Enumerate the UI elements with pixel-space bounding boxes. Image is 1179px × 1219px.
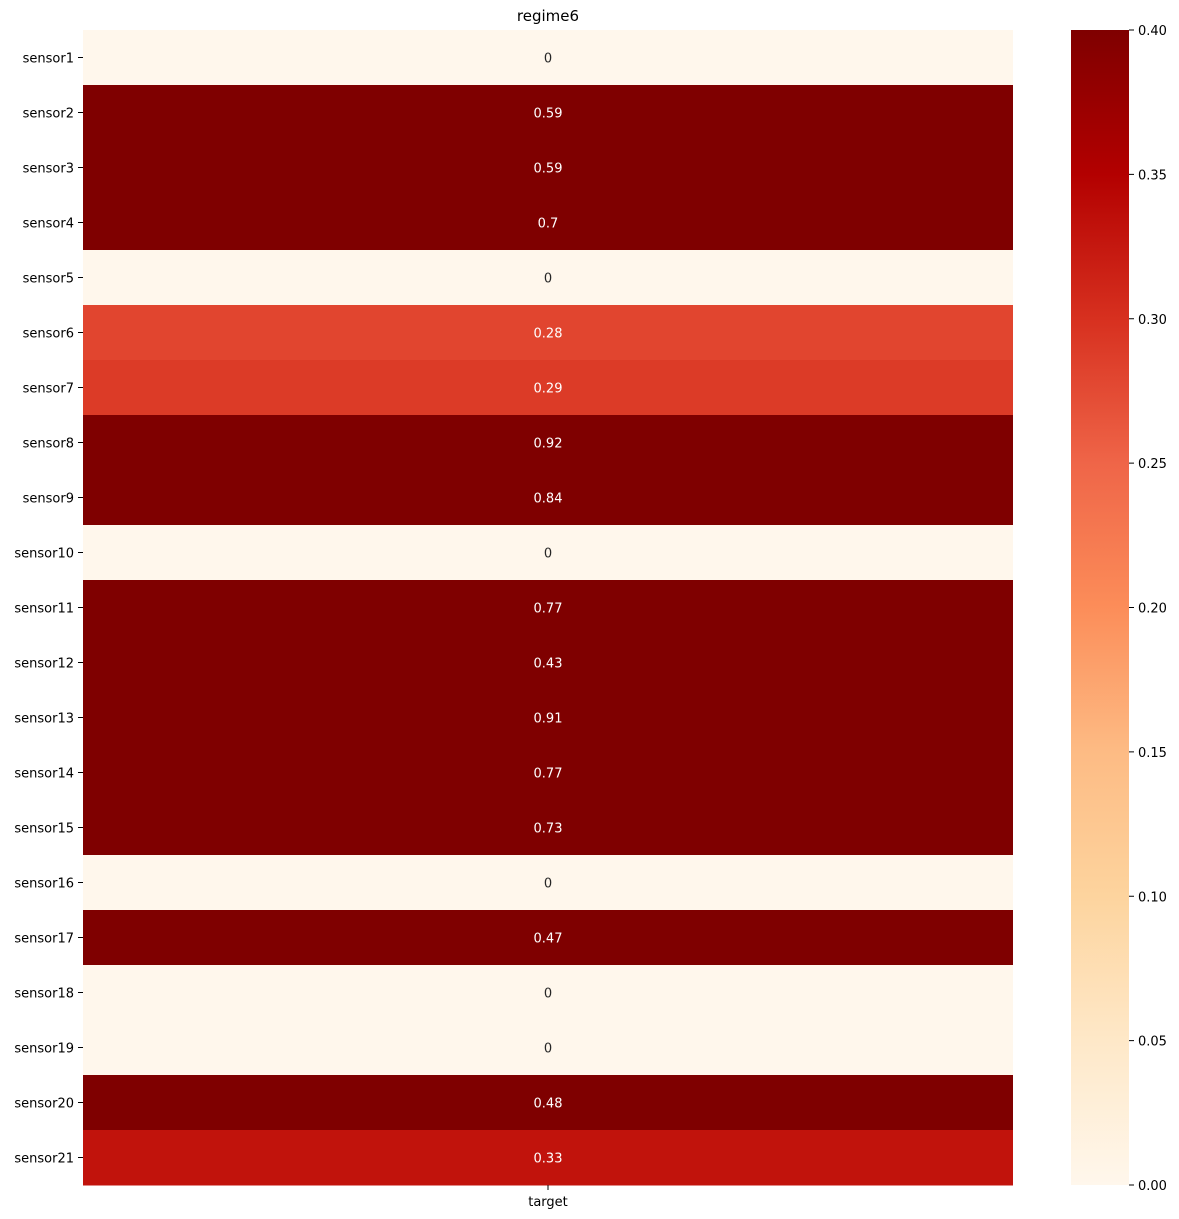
cell-value-label: 0 — [544, 272, 552, 287]
cell-value-label: 0.77 — [534, 767, 563, 782]
heatmap-cell — [83, 690, 1013, 746]
row-tick-label: sensor4 — [23, 217, 74, 232]
colorbar-gradient — [1071, 30, 1129, 1185]
heatmap-cell — [83, 415, 1013, 471]
row-tick-label: sensor18 — [14, 987, 74, 1002]
row-tick-label: sensor8 — [23, 437, 74, 452]
column-tick-label: target — [528, 1195, 568, 1210]
row-tick-label: sensor12 — [14, 657, 74, 672]
row-tick-label: sensor11 — [14, 602, 74, 617]
heatmap-cell — [83, 910, 1013, 966]
heatmap-cells: 0 0.59 0.59 0.7 0 0.28 0.29 0.92 0.84 0 0.77 0.43 0.… — [83, 30, 1013, 1186]
heatmap-cell — [83, 305, 1013, 361]
row-tick-label: sensor6 — [23, 327, 74, 342]
colorbar: 0.00 0.05 0.10 0.15 0.20 0.25 0.30 0.35 0.40 — [1071, 24, 1167, 1194]
colorbar-tick-label: 0.00 — [1138, 1179, 1167, 1194]
heatmap-cell — [83, 745, 1013, 801]
heatmap-cell — [83, 85, 1013, 141]
heatmap-cell — [83, 140, 1013, 196]
row-tick-label: sensor10 — [14, 547, 74, 562]
row-tick-label: sensor17 — [14, 932, 74, 947]
cell-value-label: 0.7 — [538, 217, 559, 232]
heatmap-cell — [83, 1130, 1013, 1186]
colorbar-tick-label: 0.15 — [1138, 746, 1167, 761]
cell-value-label: 0.33 — [534, 1152, 563, 1167]
heatmap-cell — [83, 470, 1013, 526]
cell-value-label: 0.48 — [534, 1097, 563, 1112]
colorbar-tick-label: 0.05 — [1138, 1035, 1167, 1050]
heatmap-cell — [83, 195, 1013, 251]
row-tick-label: sensor5 — [23, 272, 74, 287]
cell-value-label: 0 — [544, 877, 552, 892]
colorbar-tick-label: 0.40 — [1138, 24, 1167, 39]
cell-value-label: 0 — [544, 52, 552, 67]
row-tick-label: sensor13 — [14, 712, 74, 727]
colorbar-tick-label: 0.25 — [1138, 457, 1167, 472]
heatmap-cell — [83, 965, 1013, 1021]
row-tick-label: sensor15 — [14, 822, 74, 837]
cell-value-label: 0.47 — [534, 932, 563, 947]
cell-value-label: 0.91 — [534, 712, 563, 727]
heatmap-cell — [83, 250, 1013, 306]
row-tick-labels: sensor1 sensor2 sensor3 sensor4 sensor5 senso… — [14, 52, 83, 1167]
cell-value-label: 0 — [544, 987, 552, 1002]
cell-value-label: 0.77 — [534, 602, 563, 617]
cell-value-label: 0 — [544, 1042, 552, 1057]
cell-value-label: 0 — [544, 547, 552, 562]
cell-value-label: 0.92 — [534, 437, 563, 452]
cell-value-label: 0.29 — [534, 382, 563, 397]
heatmap-cell — [83, 360, 1013, 416]
heatmap-cell — [83, 525, 1013, 581]
heatmap-cell — [83, 855, 1013, 911]
row-tick-label: sensor16 — [14, 877, 74, 892]
colorbar-tick-label: 0.30 — [1138, 313, 1167, 328]
cell-value-label: 0.28 — [534, 327, 563, 342]
row-tick-label: sensor14 — [14, 767, 74, 782]
cell-value-label: 0.73 — [534, 822, 563, 837]
row-tick-label: sensor21 — [14, 1152, 74, 1167]
row-tick-label: sensor19 — [14, 1042, 74, 1057]
row-tick-label: sensor9 — [23, 492, 74, 507]
heatmap-cell — [83, 800, 1013, 856]
cell-value-label: 0.59 — [534, 107, 563, 122]
colorbar-tick-label: 0.20 — [1138, 602, 1167, 617]
heatmap-cell — [83, 635, 1013, 691]
chart-title: regime6 — [517, 7, 579, 25]
heatmap-cell — [83, 580, 1013, 636]
cell-value-label: 0.43 — [534, 657, 563, 672]
colorbar-tick-label: 0.10 — [1138, 890, 1167, 905]
heatmap-cell — [83, 1075, 1013, 1131]
colorbar-tick-label: 0.35 — [1138, 168, 1167, 183]
row-tick-label: sensor7 — [23, 382, 74, 397]
cell-value-label: 0.84 — [534, 492, 563, 507]
row-tick-label: sensor2 — [23, 107, 74, 122]
row-tick-label: sensor1 — [23, 52, 74, 67]
cell-value-label: 0.59 — [534, 162, 563, 177]
heatmap-cell — [83, 1020, 1013, 1076]
column-tick-labels: target — [528, 1185, 568, 1210]
row-tick-label: sensor20 — [14, 1097, 74, 1112]
row-tick-label: sensor3 — [23, 162, 74, 177]
heatmap-cell — [83, 30, 1013, 86]
